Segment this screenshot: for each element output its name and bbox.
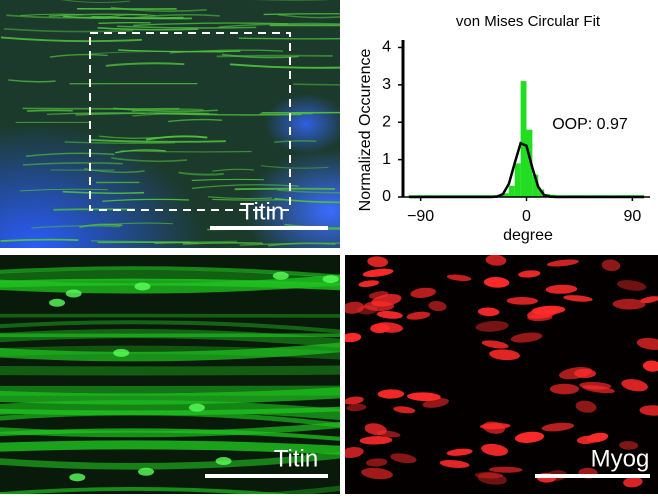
y-tick-label: 2 <box>382 113 391 130</box>
x-tick-label: 90 <box>623 208 641 225</box>
x-axis-label: degree <box>503 227 553 244</box>
nucleus <box>49 299 65 307</box>
chart: von Mises Circular Fit Normalized Occure… <box>357 13 650 244</box>
x-tick-label: 0 <box>522 208 531 225</box>
bar <box>521 81 527 197</box>
y-axis-label: Normalized Occurence <box>357 49 374 212</box>
annotation: OOP: 0.97 <box>552 116 628 133</box>
fiber <box>217 56 333 57</box>
nucleus <box>138 468 154 476</box>
y-tick-label: 4 <box>382 39 391 56</box>
panel-label: Titin <box>274 445 318 472</box>
fiber <box>239 38 348 39</box>
nucleus <box>273 272 289 280</box>
panel-label: Titin <box>240 198 284 225</box>
y-tick-label: 3 <box>382 76 391 93</box>
fiber <box>0 370 350 371</box>
nucleus <box>113 349 129 357</box>
y-tick-label: 0 <box>382 188 391 205</box>
nucleus <box>323 275 339 283</box>
x-tick-label: −90 <box>407 208 434 225</box>
fiber <box>98 23 150 24</box>
nucleus <box>134 282 150 290</box>
nucleus <box>69 473 85 481</box>
fiber <box>27 110 73 111</box>
nucleus <box>216 457 232 465</box>
y-tick-label: 1 <box>382 151 391 168</box>
panel-label: Myog <box>591 445 650 472</box>
nucleus <box>189 404 205 412</box>
nucleus <box>66 290 82 298</box>
fiber <box>54 209 135 210</box>
bar <box>515 163 521 197</box>
chart-title: von Mises Circular Fit <box>456 13 601 30</box>
bar <box>509 186 515 197</box>
